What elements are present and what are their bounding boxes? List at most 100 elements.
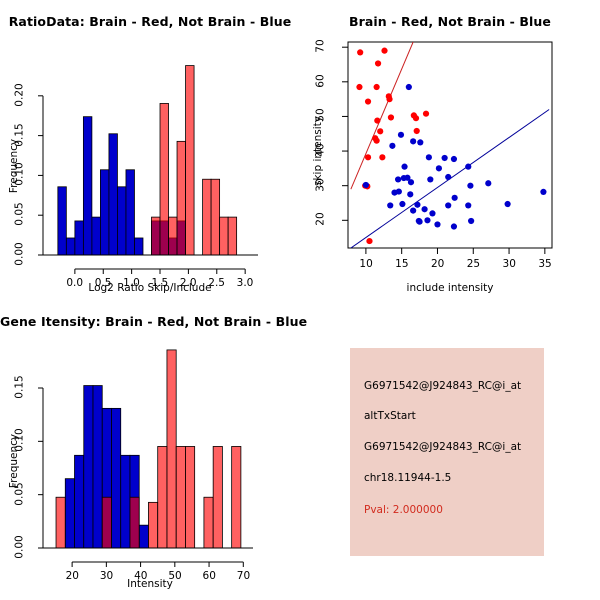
scatter-ytick-label: 70 xyxy=(314,39,327,53)
ratio-ytick-label: 0.00 xyxy=(13,242,26,266)
scatter-point xyxy=(421,206,428,213)
scatter-xtick-label: 20 xyxy=(430,258,445,270)
scatter-point xyxy=(485,180,492,187)
histogram-bar xyxy=(57,186,67,256)
ratio-histogram-title: RatioData: Brain - Red, Not Brain - Blue xyxy=(8,14,292,29)
info-line: altTxStart xyxy=(364,410,416,422)
histogram-bar xyxy=(117,186,127,256)
gene-histogram-axes xyxy=(38,387,253,567)
scatter-point xyxy=(364,98,372,105)
scatter-point xyxy=(356,83,363,91)
histogram-bar xyxy=(134,237,144,256)
histogram-bar xyxy=(202,178,212,256)
histogram-bar xyxy=(148,501,159,549)
scatter-xtick-label: 25 xyxy=(466,258,481,270)
scatter-point xyxy=(467,182,474,189)
scatter-point xyxy=(412,115,420,122)
histogram-bar xyxy=(166,349,177,549)
scatter-plot-frame xyxy=(347,41,553,249)
gene-xtick-label: 70 xyxy=(236,570,251,582)
gene-intensity-title: Gene Itensity: Brain - Red, Not Brain - … xyxy=(0,314,308,329)
histogram-bar xyxy=(83,385,94,549)
ratio-xtick-label: 1.5 xyxy=(151,277,169,289)
histogram-bar xyxy=(111,407,122,549)
histogram-bar xyxy=(91,216,101,256)
scatter-point xyxy=(414,201,421,208)
scatter-point xyxy=(427,176,434,183)
histogram-bar xyxy=(231,446,242,549)
histogram-bar xyxy=(176,140,186,256)
ratio-yaxis-label: Frequency xyxy=(8,138,20,194)
scatter-point xyxy=(465,163,472,170)
ratio-xtick-label: 0.5 xyxy=(94,277,112,289)
gene-intensity-svg xyxy=(38,349,253,567)
scatter-point xyxy=(465,202,472,209)
intensity-scatter-title: Brain - Red, Not Brain - Blue xyxy=(348,14,552,29)
gene-ytick-label: 0.15 xyxy=(13,375,26,399)
gene-xtick-label: 20 xyxy=(65,570,79,582)
scatter-point xyxy=(468,217,475,225)
histogram-bar xyxy=(210,178,221,256)
gene-histogram-bars xyxy=(55,349,242,549)
gene-xtick-label: 50 xyxy=(168,570,182,582)
gene-info-panel: G6971542@J924843_RC@i_at altTxStart G69715… xyxy=(300,300,600,600)
scatter-ytick-label: 60 xyxy=(314,74,327,88)
histogram-bar xyxy=(212,446,223,549)
info-line: G6971542@J924843_RC@i_at xyxy=(364,441,522,453)
scatter-point xyxy=(451,194,458,201)
histogram-bar xyxy=(185,446,196,549)
gene-info-box: G6971542@J924843_RC@i_at altTxStart G69715… xyxy=(350,348,544,556)
scatter-point xyxy=(387,202,394,209)
scatter-point xyxy=(399,200,406,208)
scatter-point xyxy=(386,96,393,103)
scatter-yaxis-label: skip intensity xyxy=(312,116,324,186)
scatter-point xyxy=(540,188,547,196)
ratio-xtick-label: 2.5 xyxy=(208,277,225,289)
scatter-point xyxy=(435,165,443,172)
scatter-point xyxy=(417,139,424,146)
scatter-axis-ticks xyxy=(342,46,546,254)
histogram-bar xyxy=(101,496,112,549)
scatter-point xyxy=(429,210,436,217)
scatter-point xyxy=(389,142,396,149)
scatter-point xyxy=(401,163,408,170)
intensity-scatter-panel: Brain - Red, Not Brain - Blue 20 30 40 50 60… xyxy=(300,0,600,300)
scatter-xtick-label: 30 xyxy=(502,258,516,270)
histogram-bar xyxy=(74,454,85,549)
histogram-bar xyxy=(157,446,168,549)
histogram-bar xyxy=(125,169,135,256)
scatter-point xyxy=(357,49,364,56)
histogram-bar xyxy=(100,169,110,256)
scatter-point xyxy=(422,110,430,117)
histogram-bar xyxy=(219,216,229,256)
histogram-bar xyxy=(74,220,84,256)
scatter-point xyxy=(445,173,452,181)
ratio-xaxis-label: Log2 Ratio Skip/Include xyxy=(88,282,212,294)
histogram-bar xyxy=(65,237,76,256)
gene-yaxis-label: Frequency xyxy=(8,433,20,489)
scatter-point xyxy=(425,154,432,161)
scatter-point xyxy=(407,191,414,198)
histogram-bar xyxy=(185,65,195,256)
intensity-scatter-svg xyxy=(342,41,553,254)
scatter-point xyxy=(410,207,417,214)
histogram-bar xyxy=(227,216,238,256)
scatter-point xyxy=(424,217,431,224)
histogram-bar xyxy=(108,133,118,256)
scatter-point xyxy=(405,83,412,91)
gene-xaxis-label: Intensity xyxy=(127,578,173,590)
plot-frame xyxy=(347,41,553,249)
scatter-point xyxy=(373,83,380,91)
scatter-point xyxy=(381,47,388,54)
gene-ytick-label: 0.00 xyxy=(13,535,26,559)
scatter-point xyxy=(450,155,458,163)
scatter-point xyxy=(362,181,369,189)
ratio-xtick-label: 0.0 xyxy=(66,277,84,289)
scatter-point xyxy=(504,200,511,208)
scatter-point xyxy=(395,188,402,195)
gene-xtick-label: 40 xyxy=(134,570,148,582)
scatter-point xyxy=(377,128,384,135)
ratio-ytick-label: 0.20 xyxy=(13,83,26,107)
histogram-bar xyxy=(64,478,75,549)
gene-xtick-label: 30 xyxy=(99,570,114,582)
